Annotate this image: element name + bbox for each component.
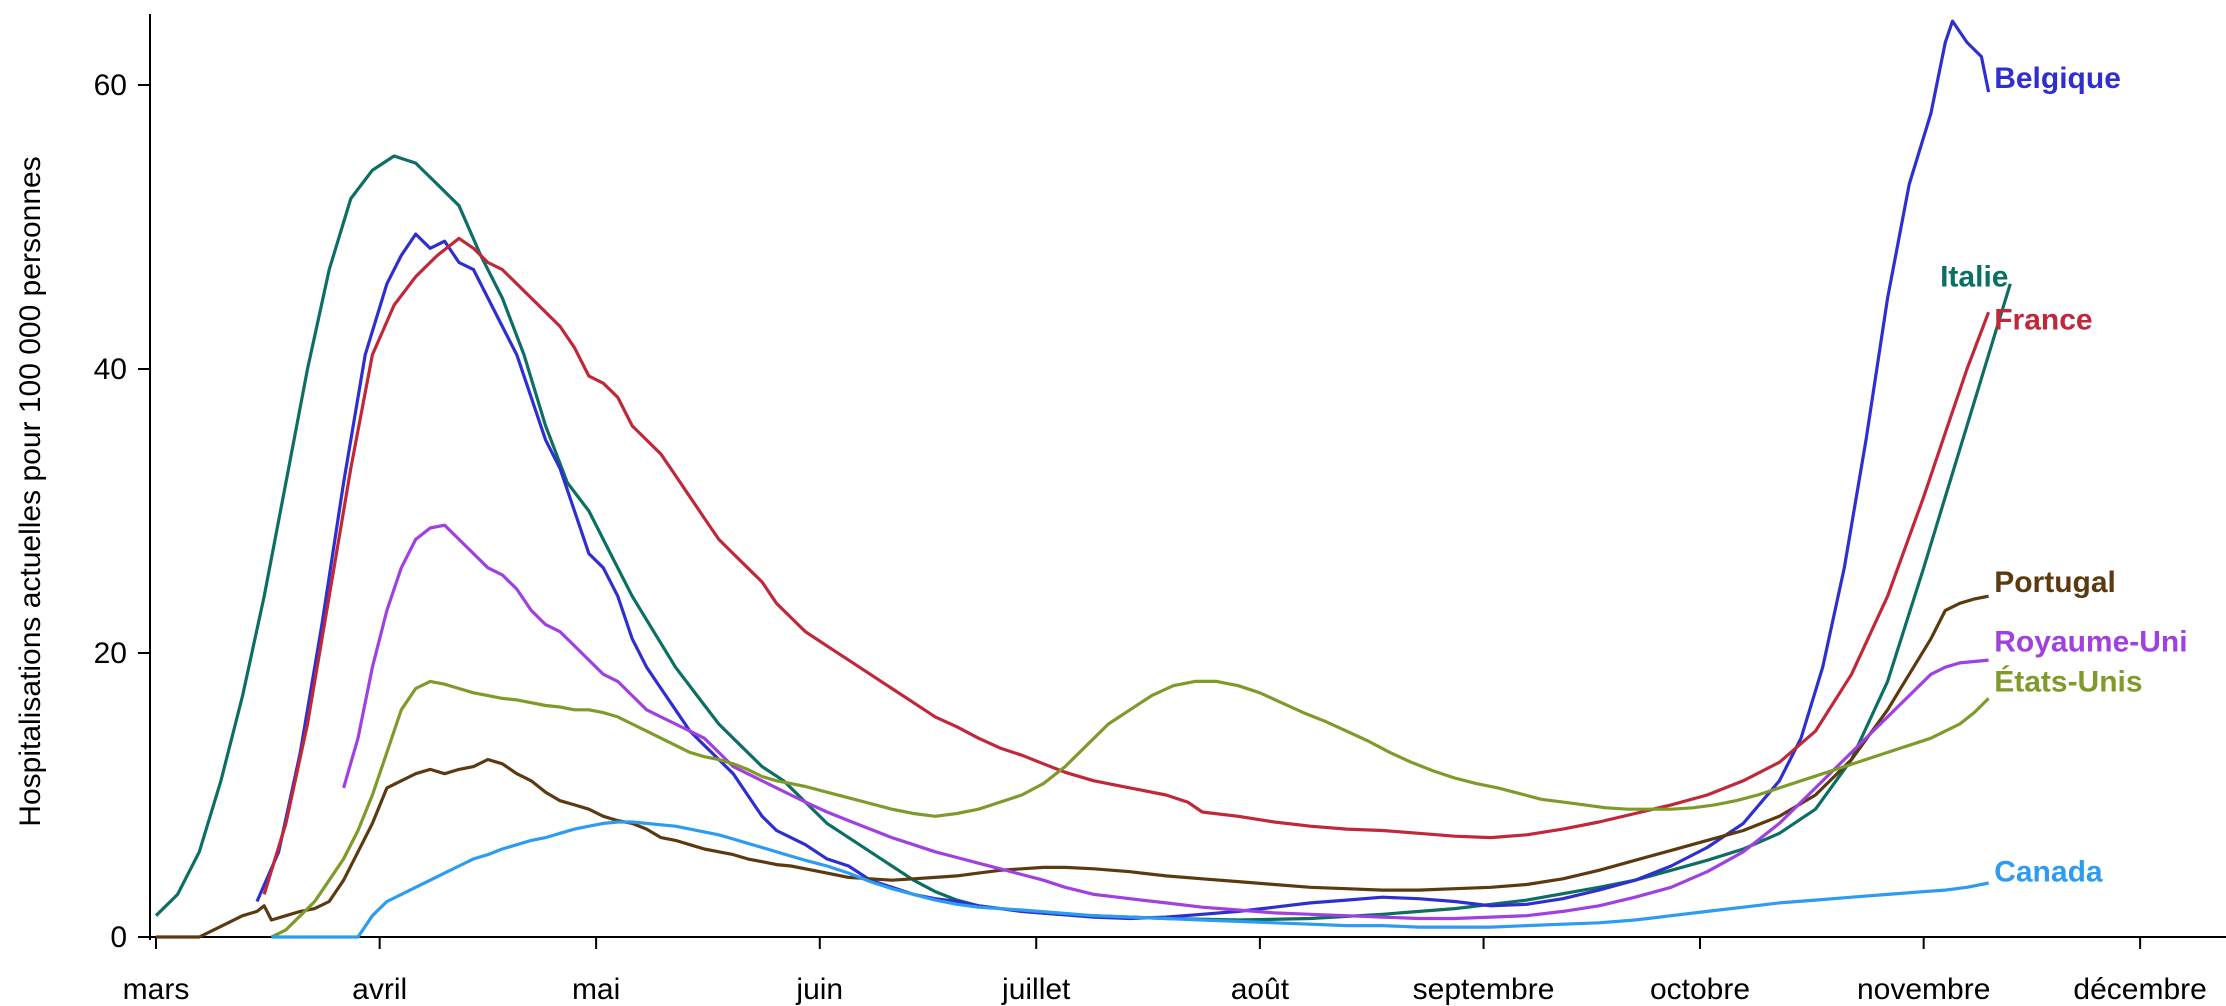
x-tick-label: mai: [572, 973, 620, 1006]
y-tick-label: 40: [94, 353, 127, 386]
series-label-etats-unis: États-Unis: [1994, 664, 2142, 698]
series-labels-layer: Italie Belgique France Portugal Royaume-Uni É…: [1940, 62, 2187, 889]
series-line-etats-unis: [270, 679, 1990, 939]
series-layer: [154, 19, 2012, 939]
series-label-canada: Canada: [1994, 856, 2103, 889]
y-tick-label: 20: [94, 637, 127, 670]
series-label-portugal: Portugal: [1994, 566, 2116, 599]
series-line-france: [262, 236, 1991, 895]
x-tick-label: août: [1231, 973, 1290, 1006]
series-label-france: France: [1994, 303, 2092, 336]
series-line-italie: [154, 154, 2012, 922]
y-tick-label: 60: [94, 69, 127, 102]
x-tick-label: avril: [352, 973, 407, 1006]
y-axis-title: Hospitalisations actuelles pour 100 000 …: [14, 156, 47, 826]
chart-axes: 0 20 40 60 mars avril mai juin juillet août septem…: [94, 14, 2226, 1006]
x-tick-label: novembre: [1857, 973, 1990, 1006]
x-tick-label: juillet: [1001, 973, 1071, 1006]
series-label-belgique: Belgique: [1994, 62, 2121, 95]
series-line-belgique: [255, 19, 1991, 921]
series-label-royaume-uni: Royaume-Uni: [1994, 626, 2187, 659]
series-line-royaume-uni: [342, 523, 1989, 921]
x-tick-label: mars: [123, 973, 190, 1006]
x-tick-label: décembre: [2073, 973, 2206, 1006]
x-tick-label: juin: [795, 973, 843, 1006]
x-tick-label: septembre: [1413, 973, 1555, 1006]
series-line-canada: [271, 820, 1989, 939]
x-tick-label: octobre: [1650, 973, 1750, 1006]
y-tick-label: 0: [110, 921, 127, 954]
series-label-italie: Italie: [1940, 261, 2008, 294]
series-line-portugal: [156, 594, 1989, 939]
